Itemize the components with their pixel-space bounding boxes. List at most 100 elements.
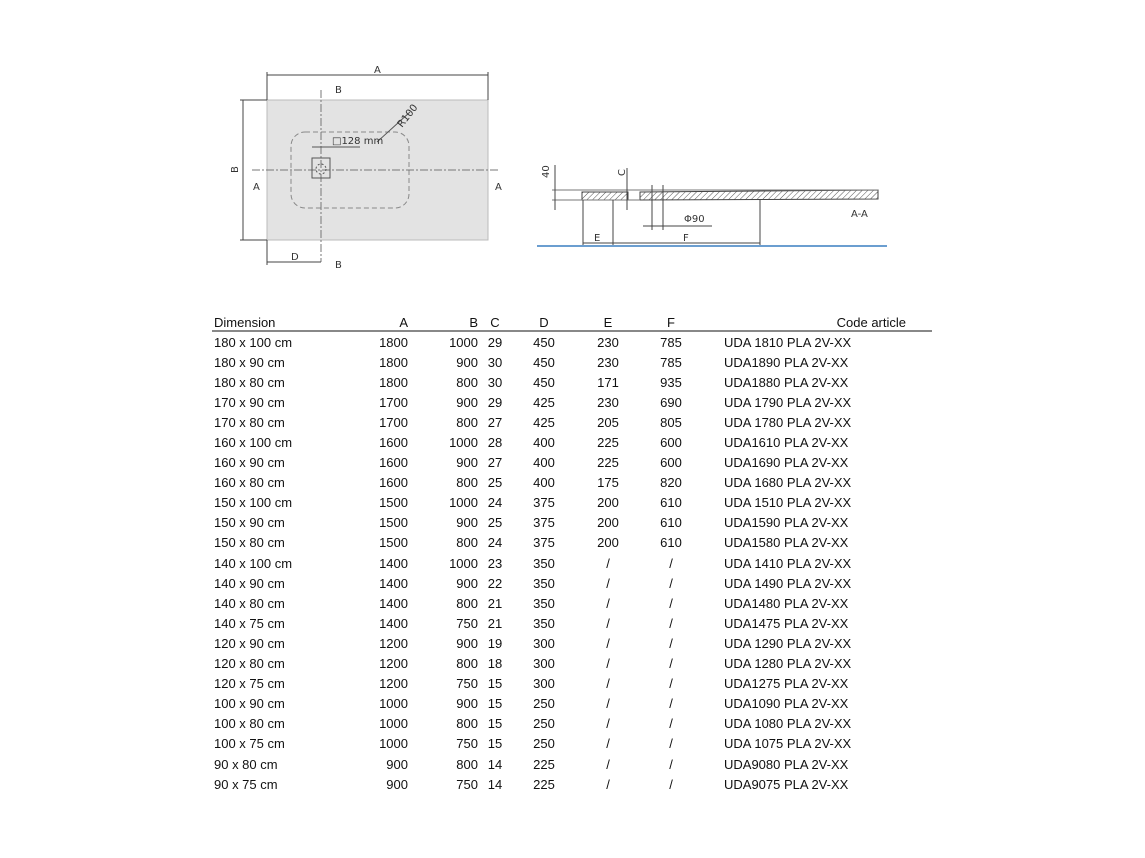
cell-b: 1000 (449, 555, 478, 571)
cell-a: 1700 (379, 414, 408, 430)
table-row: 120 x 75 cm 1200 750 15 300 / / UDA1275 PLA 2V-… (212, 674, 932, 694)
cell-b: 800 (456, 414, 478, 430)
cell-e: / (606, 736, 610, 752)
cell-f: 690 (660, 394, 682, 410)
cell-b: 800 (456, 535, 478, 551)
cell-c: 23 (487, 555, 503, 571)
cell-c: 19 (487, 635, 503, 651)
cell-e: / (606, 635, 610, 651)
technical-drawing: A B D B B A A R100 □128 mm 40 C E F Φ90 … (230, 65, 887, 271)
cell-code-article: UDA 1490 PLA 2V-XX (724, 575, 852, 591)
cell-f: 610 (660, 495, 682, 511)
cell-e: / (606, 555, 610, 571)
cell-d: 375 (533, 515, 555, 531)
cell-a: 1800 (379, 334, 408, 350)
table-row: 140 x 90 cm 1400 900 22 350 / / UDA 1490 PLA 2V… (212, 573, 932, 593)
cell-dimension: 100 x 75 cm (214, 736, 285, 752)
cell-dimension: 180 x 80 cm (214, 374, 285, 390)
cell-d: 250 (533, 696, 555, 712)
table-row: 180 x 90 cm 1800 900 30 450 230 785 UDA1890 PLA… (212, 352, 932, 372)
header-code-article: Code article (702, 312, 932, 332)
cell-dimension: 160 x 80 cm (214, 475, 285, 491)
cell-f: / (669, 736, 673, 752)
cell-b: 900 (456, 696, 478, 712)
cell-d: 400 (533, 455, 555, 471)
cell-e: / (606, 756, 610, 772)
cell-f: 785 (660, 354, 682, 370)
cell-a: 1200 (379, 656, 408, 672)
header-dimension: Dimension (212, 312, 364, 332)
cell-c: 25 (487, 515, 503, 531)
table-row: 160 x 100 cm 1600 1000 28 400 225 600 UDA1610 P… (212, 432, 932, 452)
cell-b: 900 (456, 515, 478, 531)
table-row: 170 x 80 cm 1700 800 27 425 205 805 UDA 1780 PL… (212, 412, 932, 432)
cell-f: / (669, 776, 673, 792)
cell-code-article: UDA 1790 PLA 2V-XX (724, 394, 852, 410)
cell-e: / (606, 776, 610, 792)
label-e: E (594, 233, 600, 244)
cell-f: 805 (660, 414, 682, 430)
cell-dimension: 160 x 90 cm (214, 455, 285, 471)
cell-a: 1800 (379, 354, 408, 370)
cell-b: 900 (456, 575, 478, 591)
cell-code-article: UDA1610 PLA 2V-XX (724, 435, 849, 451)
cell-code-article: UDA1480 PLA 2V-XX (724, 595, 849, 611)
table-row: 160 x 80 cm 1600 800 25 400 175 820 UDA 1680 PL… (212, 473, 932, 493)
cell-b: 800 (456, 595, 478, 611)
cell-dimension: 90 x 75 cm (214, 776, 278, 792)
cell-e: 200 (597, 495, 619, 511)
cell-code-article: UDA 1280 PLA 2V-XX (724, 656, 852, 672)
cell-dimension: 120 x 75 cm (214, 676, 285, 692)
cell-f: / (669, 615, 673, 631)
table-row: 120 x 80 cm 1200 800 18 300 / / UDA 1280 PLA 2V… (212, 654, 932, 674)
cell-dimension: 180 x 100 cm (214, 334, 293, 350)
cell-a: 1000 (379, 736, 408, 752)
drain-size-label: □128 mm (332, 136, 383, 147)
table-row: 170 x 90 cm 1700 900 29 425 230 690 UDA 1790 PL… (212, 392, 932, 412)
header-f: F (640, 312, 702, 332)
cell-e: / (606, 716, 610, 732)
cell-b: 800 (456, 716, 478, 732)
cell-code-article: UDA9080 PLA 2V-XX (724, 756, 849, 772)
cell-f: / (669, 676, 673, 692)
cell-b: 800 (456, 756, 478, 772)
cell-e: / (606, 575, 610, 591)
dimension-table: Dimension A B C D E F Code article 180 x… (212, 312, 932, 794)
label-d: D (291, 252, 299, 263)
cell-dimension: 120 x 90 cm (214, 635, 285, 651)
label-b: B (230, 166, 241, 173)
cell-a: 1500 (379, 515, 408, 531)
cell-d: 375 (533, 495, 555, 511)
cell-dimension: 140 x 75 cm (214, 615, 285, 631)
cell-b: 800 (456, 374, 478, 390)
cell-d: 400 (533, 435, 555, 451)
cell-f: 935 (660, 374, 682, 390)
cell-c: 24 (487, 495, 503, 511)
cell-code-article: UDA1590 PLA 2V-XX (724, 515, 849, 531)
cell-b: 750 (456, 736, 478, 752)
section-b-top: B (335, 85, 342, 96)
cell-c: 22 (487, 575, 503, 591)
cell-a: 1500 (379, 535, 408, 551)
cell-b: 750 (456, 615, 478, 631)
cell-c: 24 (487, 535, 503, 551)
cell-f: 600 (660, 455, 682, 471)
cell-f: 820 (660, 475, 682, 491)
cell-e: 200 (597, 515, 619, 531)
cell-d: 300 (533, 635, 555, 651)
cell-c: 29 (487, 394, 503, 410)
cell-dimension: 100 x 80 cm (214, 716, 285, 732)
cell-dimension: 100 x 90 cm (214, 696, 285, 712)
cell-d: 375 (533, 535, 555, 551)
cell-c: 14 (487, 756, 503, 772)
cell-a: 1400 (379, 595, 408, 611)
diameter-label: Φ90 (684, 214, 705, 225)
cell-b: 750 (456, 676, 478, 692)
table-row: 120 x 90 cm 1200 900 19 300 / / UDA 1290 PLA 2V… (212, 633, 932, 653)
cell-c: 15 (487, 696, 503, 712)
cell-dimension: 180 x 90 cm (214, 354, 285, 370)
cell-f: / (669, 575, 673, 591)
cell-d: 400 (533, 475, 555, 491)
cell-c: 21 (487, 595, 503, 611)
cell-b: 1000 (449, 435, 478, 451)
